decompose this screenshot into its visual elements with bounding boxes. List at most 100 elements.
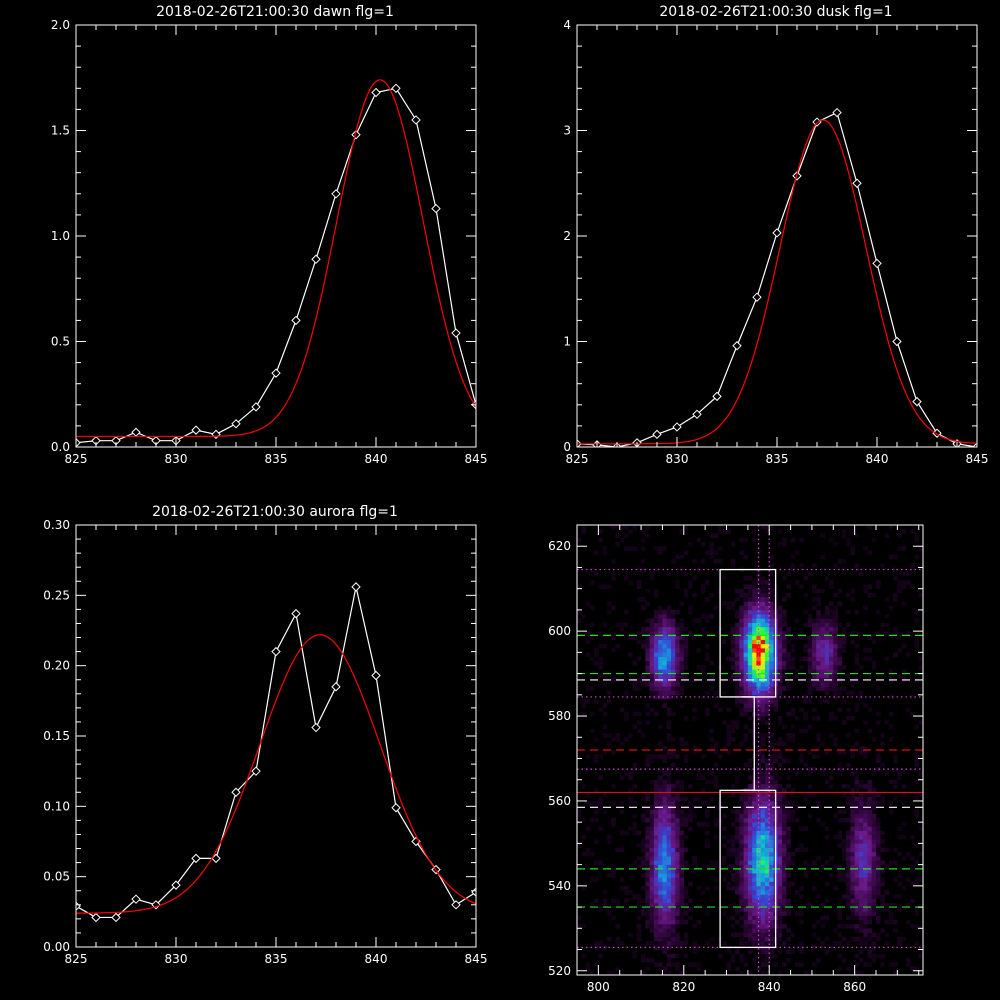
heatmap-heat-cell [760,686,766,691]
heatmap-heat-cell [636,864,642,870]
heatmap-heat-cell [675,766,680,772]
heatmap-heat-cell [679,915,685,921]
heatmap-heat-cell [867,830,873,836]
heatmap-heat-cell [876,847,881,853]
aurora-fit-curve [76,634,476,914]
heatmap-heat-cell [893,597,898,602]
heatmap-heat-cell [658,890,663,895]
heatmap-heat-cell [769,665,774,670]
heatmap-heat-cell [760,575,766,581]
heatmap-heat-cell [756,656,761,662]
heatmap-heat-cell [837,665,843,670]
heatmap-heat-cell [764,915,770,921]
heatmap-heat-cell [615,733,621,738]
heatmap-heat-cell [594,839,599,844]
heatmap-heat-cell [594,800,599,806]
heatmap-heat-cell [670,792,676,797]
heatmap-heat-cell [662,894,667,899]
heatmap-heat-cell [683,571,689,577]
heatmap-heat-cell [606,834,612,840]
heatmap-heat-cell [850,902,855,908]
heatmap-heat-cell [700,588,706,594]
heatmap-heat-cell [760,690,766,696]
heatmap-heat-cell [871,860,877,865]
dusk-y-tick-label: 3 [563,124,571,138]
heatmap-heat-cell [846,817,851,823]
heatmap-heat-cell [679,669,685,674]
heatmap-heat-cell [777,631,783,636]
heatmap-heat-cell [764,618,770,623]
heatmap-heat-cell [863,919,868,925]
heatmap-heat-cell [679,783,685,789]
heatmap-heat-cell [696,537,702,543]
heatmap-heat-cell [777,635,783,640]
heatmap-heat-cell [777,873,783,878]
heatmap-heat-cell [632,826,638,831]
heatmap-heat-cell [653,618,659,623]
heatmap-heat-cell [846,898,851,904]
heatmap-heat-cell [760,584,766,589]
heatmap-heat-cell [645,792,650,797]
heatmap-heat-cell [636,711,642,717]
heatmap-heat-cell [867,898,873,904]
heatmap-heat-cell [713,817,719,823]
heatmap-heat-cell [636,686,642,691]
heatmap-heat-cell [709,728,714,734]
heatmap-heat-cell [739,796,744,802]
heatmap-heat-cell [675,656,680,662]
heatmap-heat-cell [692,592,697,598]
heatmap-heat-cell [760,839,766,844]
heatmap-heat-cell [670,762,676,768]
heatmap-heat-cell [679,529,685,534]
heatmap-heat-cell [666,733,672,738]
heatmap-heat-cell [679,601,685,606]
heatmap-heat-cell [730,626,736,632]
heatmap-heat-cell [854,728,860,734]
heatmap-heat-cell [645,660,650,666]
heatmap-heat-cell [841,720,847,725]
heatmap-heat-cell [816,686,821,691]
heatmap-heat-cell [662,805,667,810]
heatmap-heat-cell [786,830,791,836]
heatmap-heat-cell [752,932,757,938]
heatmap-heat-cell [871,851,877,857]
heatmap-heat-cell [782,609,787,615]
heatmap-heat-cell [760,796,766,802]
heatmap-heat-cell [735,690,740,696]
heatmap-heat-cell [735,881,740,887]
heatmap-heat-cell [760,834,766,840]
heatmap-heat-cell [803,699,808,704]
heatmap-heat-cell [918,720,923,725]
heatmap-heat-cell [700,822,706,827]
heatmap-heat-cell [893,877,898,882]
heatmap-heat-cell [632,953,638,959]
heatmap-heat-cell [752,885,757,891]
heatmap-heat-cell [670,932,676,938]
heatmap-heat-cell [858,881,864,887]
heatmap-heat-cell [764,830,770,836]
heatmap-heat-cell [833,741,838,747]
heatmap-heat-cell [760,958,766,963]
heatmap-heat-cell [653,788,659,793]
heatmap-heat-cell [893,970,898,975]
heatmap-heat-cell [777,847,783,853]
heatmap-heat-cell [594,962,599,967]
heatmap-heat-cell [777,541,783,547]
heatmap-heat-cell [777,843,783,848]
heatmap-heat-cell [905,919,911,925]
heatmap-heat-cell [645,911,650,916]
heatmap-heat-cell [858,894,864,899]
heatmap-heat-cell [901,546,907,551]
heatmap-heat-cell [876,877,881,882]
heatmap-heat-cell [850,817,855,823]
heatmap-heat-cell [854,928,860,933]
heatmap-heat-cell [811,686,817,691]
heatmap-heat-cell [773,758,779,764]
heatmap-heat-cell [760,618,766,623]
heatmap-heat-cell [747,605,753,611]
heatmap-heat-cell [658,822,663,827]
heatmap-heat-cell [705,550,710,556]
heatmap-heat-cell [598,860,603,865]
heatmap-heat-cell [773,699,779,704]
heatmap-heat-cell [589,728,595,734]
